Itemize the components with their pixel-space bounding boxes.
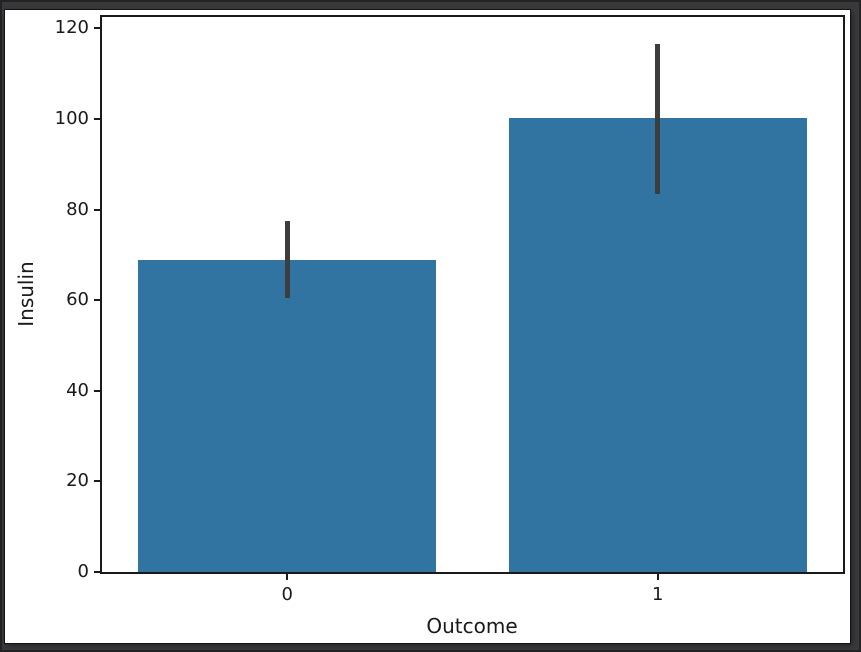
- bar-outcome-0: [138, 260, 437, 572]
- x-tick-mark: [656, 574, 659, 580]
- y-tick-mark: [94, 299, 100, 302]
- x-axis-label: Outcome: [426, 614, 518, 638]
- y-tick-label: 0: [77, 561, 89, 582]
- y-tick-mark: [94, 208, 100, 211]
- y-tick-label: 80: [66, 198, 89, 220]
- figure-canvas: 0 20 40 60 80 100 120 0 1 Insulin Outcome: [5, 10, 850, 643]
- x-tick-mark: [286, 574, 289, 580]
- error-bar-outcome-1: [655, 44, 661, 194]
- y-tick-mark: [94, 571, 100, 573]
- y-tick-label: 40: [66, 379, 89, 401]
- y-axis-label: Insulin: [14, 261, 38, 327]
- y-tick-label: 60: [66, 289, 89, 311]
- x-tick-label: 1: [652, 584, 664, 605]
- y-tick-label: 100: [54, 107, 89, 129]
- x-tick-label: 0: [281, 584, 293, 605]
- y-tick-mark: [94, 480, 100, 483]
- y-tick-label: 120: [54, 17, 89, 39]
- y-tick-mark: [94, 117, 100, 120]
- y-tick-mark: [94, 27, 100, 30]
- plot-area: [100, 15, 845, 574]
- error-bar-outcome-0: [284, 220, 290, 298]
- y-tick-label: 20: [66, 470, 89, 492]
- y-tick-mark: [94, 389, 100, 392]
